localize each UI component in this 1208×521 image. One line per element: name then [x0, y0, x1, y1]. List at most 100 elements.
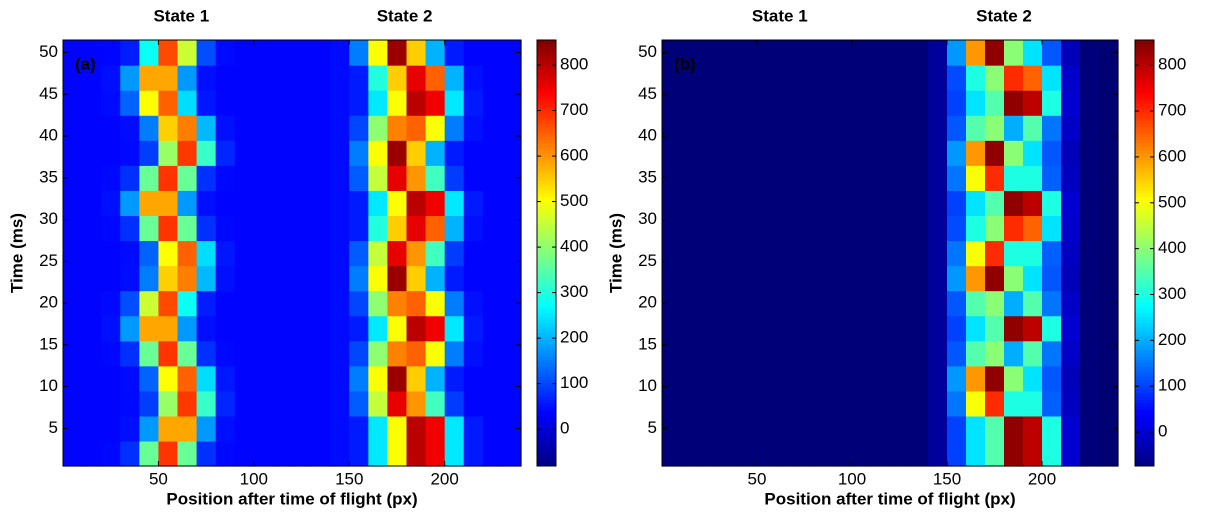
colorbar-strip	[1135, 126, 1154, 131]
heat-cell	[82, 90, 102, 116]
colorbar-strip	[1135, 336, 1154, 341]
heat-cell	[662, 240, 682, 267]
colorbar-strip	[537, 126, 556, 131]
heat-cell	[1042, 140, 1062, 166]
colorbar-strip	[1135, 199, 1154, 204]
heat-cell	[368, 40, 389, 66]
colorbar-strip	[537, 59, 556, 64]
heat-cell	[463, 215, 484, 242]
heat-cell	[1099, 65, 1119, 91]
heat-cell	[890, 340, 910, 367]
heat-cell	[368, 90, 389, 116]
colorbar-strip	[1135, 63, 1154, 68]
colorbar-strip	[537, 392, 556, 397]
heat-cell	[1061, 140, 1081, 166]
heat-cell	[82, 440, 102, 467]
heat-cell	[814, 440, 834, 467]
colorbar-strip	[537, 209, 556, 214]
heat-cell	[1023, 140, 1043, 166]
y-axis-label: Time (ms)	[606, 213, 625, 293]
heat-cell	[253, 365, 274, 392]
heat-cell	[406, 290, 427, 317]
heat-cell	[909, 240, 929, 267]
x-tick-label: 200	[430, 469, 458, 488]
colorbar-tick-label: 800	[1158, 55, 1186, 74]
colorbar-strip	[1135, 136, 1154, 141]
colorbar-strip	[537, 56, 556, 61]
heat-cell	[501, 90, 522, 116]
heat-cell	[234, 415, 255, 442]
heat-cell	[833, 265, 853, 292]
heat-cell	[349, 140, 369, 166]
heat-cell	[215, 365, 236, 392]
heat-cell	[1042, 215, 1062, 242]
heat-cell	[253, 240, 274, 267]
heat-cell	[719, 65, 739, 91]
colorbar-strip	[1135, 153, 1154, 157]
heat-cell	[909, 315, 929, 342]
heat-cell	[82, 365, 102, 392]
heat-cell	[909, 340, 929, 367]
heat-cell	[1042, 290, 1062, 317]
y-tick-label: 5	[648, 418, 657, 437]
heat-cell	[757, 165, 777, 191]
heat-cell	[985, 165, 1005, 191]
heat-cell	[909, 415, 929, 442]
heat-cell	[833, 65, 853, 91]
y-tick-label: 25	[39, 251, 58, 270]
heat-cell	[1080, 240, 1100, 267]
colorbar-strip	[537, 63, 556, 68]
colorbar-strip	[1135, 442, 1154, 447]
colorbar-strip	[537, 236, 556, 241]
heat-cell	[196, 90, 217, 116]
colorbar-strip	[537, 362, 556, 367]
heat-cell	[234, 40, 255, 66]
heat-cell	[82, 415, 102, 442]
heat-cell	[700, 240, 720, 267]
heat-cell	[196, 165, 217, 191]
heat-cell	[387, 340, 408, 367]
heat-cell	[253, 340, 274, 367]
heat-cell	[501, 215, 522, 242]
heat-cell	[871, 40, 891, 66]
colorbar-strip	[1135, 86, 1154, 91]
heat-cell	[120, 115, 140, 141]
heat-cell	[501, 340, 522, 367]
heat-cell	[196, 290, 217, 317]
heat-cell	[871, 290, 891, 317]
heat-cell	[253, 190, 274, 217]
colorbar-strip	[1135, 256, 1154, 261]
heat-cell	[1042, 365, 1062, 392]
heat-cell	[101, 40, 121, 66]
heat-cell	[681, 265, 701, 292]
heat-cell	[349, 440, 369, 467]
colorbar-strip	[537, 389, 556, 394]
heat-cell	[120, 390, 140, 417]
colorbar-strip	[1135, 239, 1154, 244]
heat-cell	[947, 340, 967, 367]
heat-cell	[158, 40, 179, 66]
y-tick-label: 15	[638, 334, 657, 353]
heat-cell	[63, 165, 83, 191]
heat-cell	[852, 40, 872, 66]
heat-cell	[234, 440, 255, 467]
heat-cell	[681, 115, 701, 141]
heat-cell	[292, 90, 312, 116]
panel-label: (a)	[75, 54, 96, 73]
heat-cell	[1004, 340, 1024, 367]
heat-cell	[738, 290, 758, 317]
heat-cell	[909, 165, 929, 191]
colorbar-strip	[1135, 322, 1154, 327]
heat-cell	[101, 190, 121, 217]
heat-cell	[215, 440, 236, 467]
heat-cell	[444, 240, 465, 267]
colorbar-strip	[537, 79, 556, 84]
colorbar-strip	[537, 329, 556, 334]
heat-cell	[82, 390, 102, 417]
heat-cell	[215, 90, 236, 116]
x-axis-label: Position after time of flight (px)	[166, 489, 417, 508]
heat-cell	[177, 240, 198, 267]
heat-cell	[406, 365, 427, 392]
heat-cell	[272, 315, 293, 342]
